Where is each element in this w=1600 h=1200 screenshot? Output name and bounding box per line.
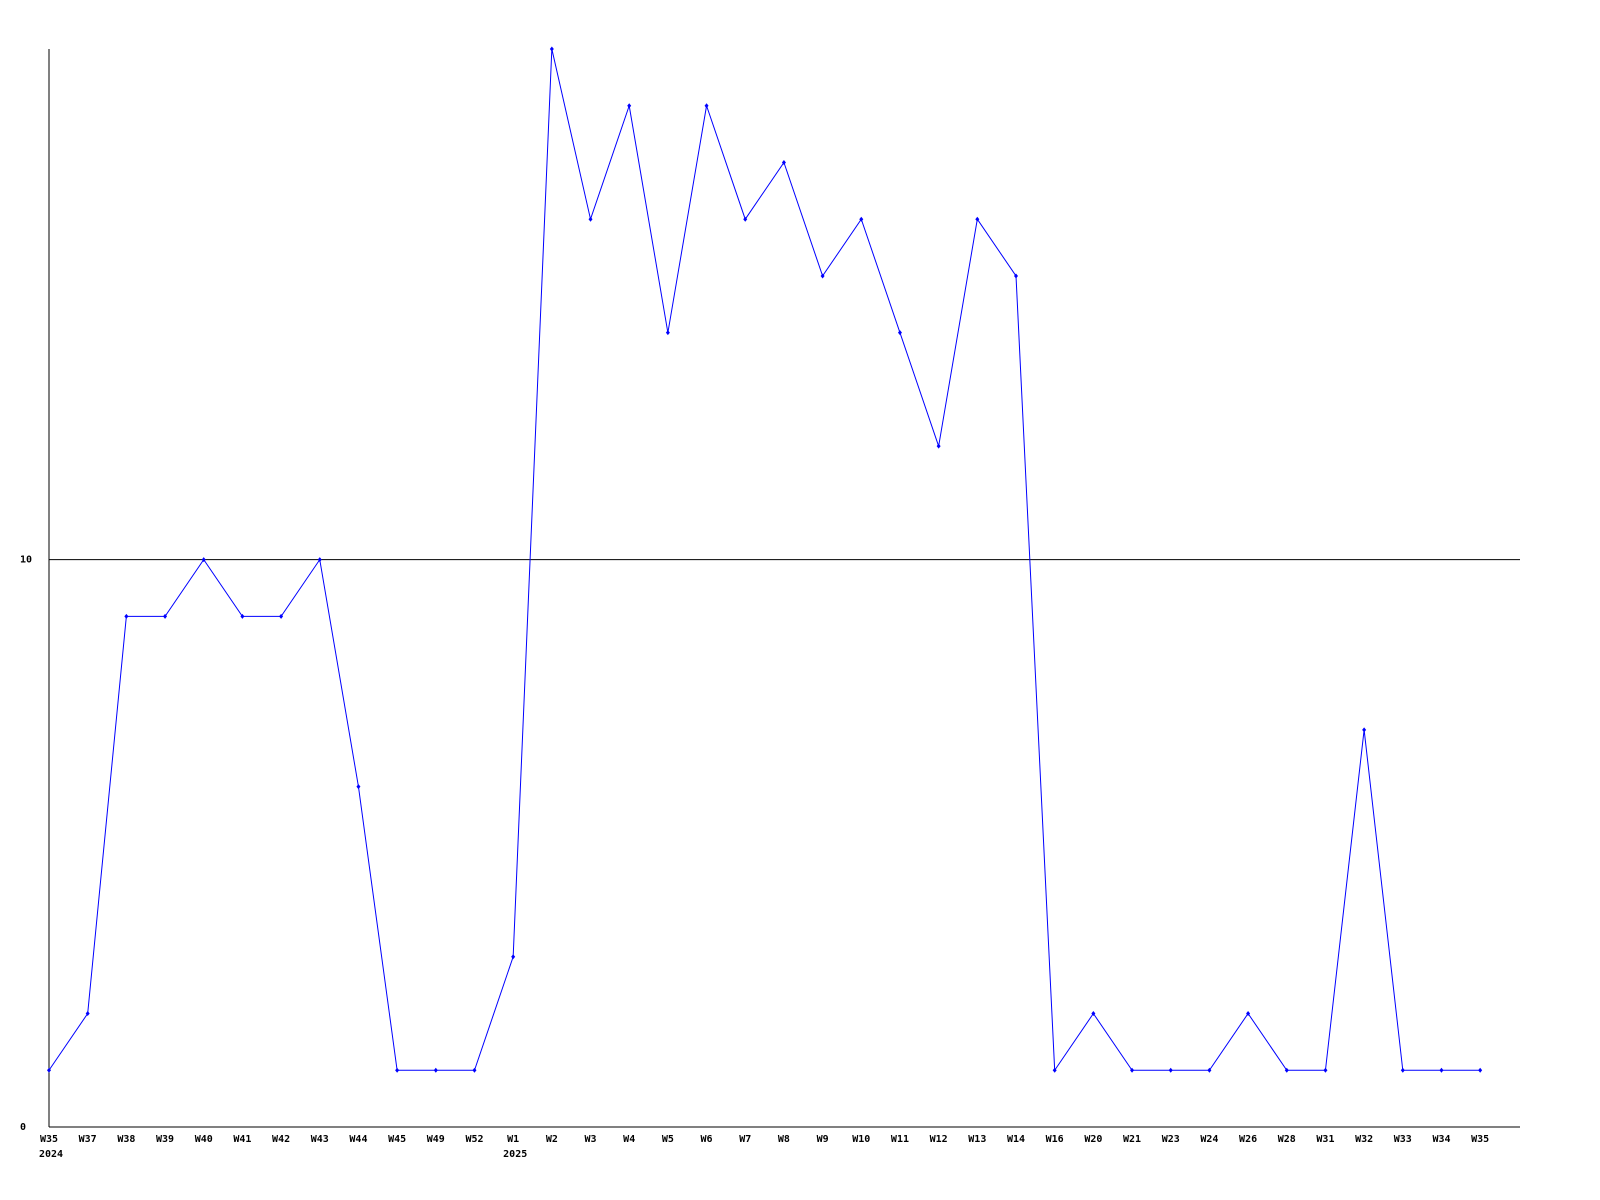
x-tick-label: W35 xyxy=(40,1134,58,1145)
x-tick-label: W43 xyxy=(311,1134,329,1145)
data-point xyxy=(588,216,593,222)
data-point xyxy=(511,954,516,960)
x-year-label: 2024 xyxy=(39,1149,63,1160)
x-tick-label: W45 xyxy=(388,1134,406,1145)
data-point xyxy=(395,1067,400,1073)
data-point xyxy=(1400,1067,1405,1073)
x-tick-label: W41 xyxy=(233,1134,251,1145)
data-point xyxy=(859,216,864,222)
data-point xyxy=(627,103,632,109)
x-tick-label: W8 xyxy=(778,1134,790,1145)
x-tick-label: W5 xyxy=(662,1134,674,1145)
x-tick-label: W9 xyxy=(817,1134,829,1145)
x-year-label: 2025 xyxy=(503,1149,527,1160)
data-point xyxy=(1130,1067,1135,1073)
data-point xyxy=(163,613,168,619)
data-point xyxy=(433,1067,438,1073)
data-point xyxy=(936,443,941,449)
x-tick-label: W11 xyxy=(891,1134,909,1145)
series-line xyxy=(48,48,1481,1072)
data-point xyxy=(356,784,361,790)
x-tick-label: W44 xyxy=(349,1134,367,1145)
x-tick-label: W14 xyxy=(1007,1134,1025,1145)
data-point xyxy=(317,557,322,563)
data-point xyxy=(820,273,825,279)
data-point xyxy=(1207,1067,1212,1073)
x-tick-label: W32 xyxy=(1355,1134,1373,1145)
x-tick-label: W24 xyxy=(1200,1134,1218,1145)
x-tick-label: W6 xyxy=(701,1134,713,1145)
x-tick-label: W16 xyxy=(1046,1134,1064,1145)
data-point xyxy=(704,103,709,109)
y-tick-labels: 0 10 xyxy=(20,555,32,1133)
data-point xyxy=(743,216,748,222)
y-tick-label: 0 xyxy=(20,1122,26,1133)
data-point xyxy=(549,46,554,52)
x-tick-label: W20 xyxy=(1084,1134,1102,1145)
data-point xyxy=(279,613,284,619)
series xyxy=(47,46,1483,1073)
data-point xyxy=(472,1067,477,1073)
data-point xyxy=(47,1067,51,1073)
x-tick-label: W34 xyxy=(1432,1134,1450,1145)
x-tick-labels: W35 W37 W38 W39 W40 W41 W42 W43 W44 W45 W49 W52 W1 W2… xyxy=(39,1134,1489,1160)
x-tick-label: W35 xyxy=(1471,1134,1489,1145)
x-tick-label: W13 xyxy=(968,1134,986,1145)
data-point xyxy=(1052,1067,1057,1073)
data-point xyxy=(1168,1067,1173,1073)
data-point xyxy=(1323,1067,1328,1073)
data-point xyxy=(1014,273,1018,279)
data-point xyxy=(1439,1067,1444,1073)
x-tick-label: W40 xyxy=(195,1134,213,1145)
data-point xyxy=(240,613,245,619)
x-tick-label: W37 xyxy=(79,1134,97,1145)
x-tick-label: W33 xyxy=(1394,1134,1412,1145)
data-point xyxy=(1091,1011,1096,1017)
data-point xyxy=(781,159,786,165)
x-tick-label: W2 xyxy=(546,1134,558,1145)
x-tick-label: W28 xyxy=(1278,1134,1296,1145)
data-point xyxy=(124,613,129,619)
x-tick-label: W31 xyxy=(1316,1134,1334,1145)
x-tick-label: W39 xyxy=(156,1134,174,1145)
x-tick-label: W23 xyxy=(1162,1134,1180,1145)
x-tick-label: W10 xyxy=(852,1134,870,1145)
x-tick-label: W26 xyxy=(1239,1134,1257,1145)
x-tick-label: W49 xyxy=(427,1134,445,1145)
data-point xyxy=(1362,727,1367,733)
data-point xyxy=(897,330,902,336)
x-tick-label: W21 xyxy=(1123,1134,1141,1145)
data-point xyxy=(1246,1011,1251,1017)
x-tick-label: W52 xyxy=(465,1134,483,1145)
data-point xyxy=(975,216,980,222)
x-tick-label: W3 xyxy=(584,1134,596,1145)
x-tick-label: W7 xyxy=(739,1134,751,1145)
x-tick-label: W1 xyxy=(507,1134,519,1145)
x-tick-label: W38 xyxy=(117,1134,135,1145)
data-point xyxy=(85,1011,90,1017)
axes xyxy=(48,49,1520,1128)
data-point xyxy=(201,557,206,563)
x-tick-label: W4 xyxy=(623,1134,635,1145)
x-tick-label: W42 xyxy=(272,1134,290,1145)
x-tick-label: W12 xyxy=(930,1134,948,1145)
data-point xyxy=(665,330,670,336)
data-point xyxy=(1478,1067,1483,1073)
y-tick-label: 10 xyxy=(20,555,32,566)
data-point xyxy=(1284,1067,1289,1073)
